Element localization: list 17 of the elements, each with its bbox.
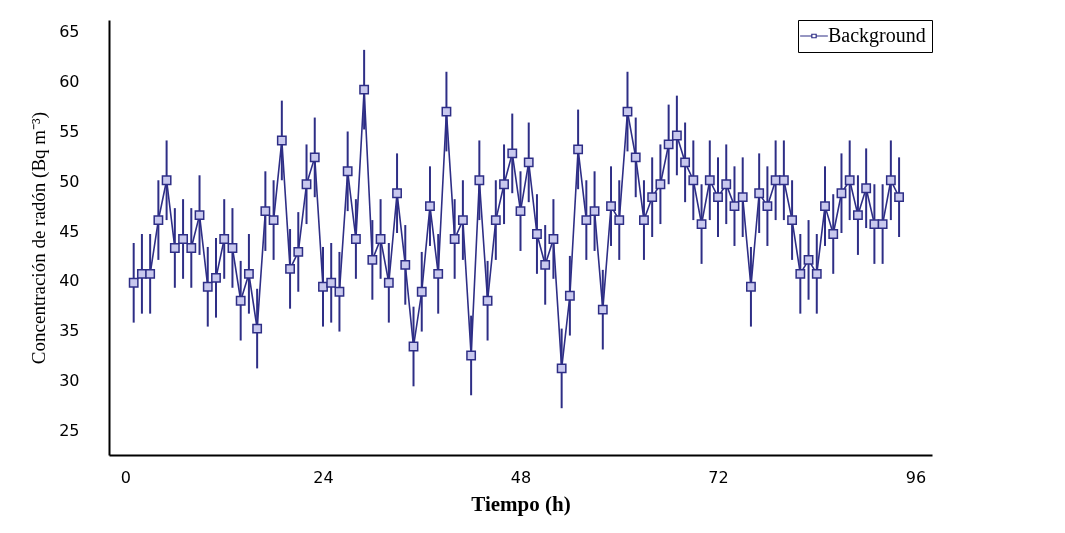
y-tick-label: 50 (59, 171, 80, 191)
y-axis-title: Concentración de radón (Bq m⁻³) (28, 111, 51, 365)
y-tick-label: 35 (59, 321, 80, 341)
x-tick-label: 72 (708, 467, 729, 487)
x-tick-label: 24 (313, 467, 334, 487)
x-axis-title: Tiempo (h) (471, 491, 571, 516)
x-tick-label: 96 (905, 467, 927, 487)
y-tick-label: 30 (59, 370, 80, 390)
x-tick-label: 0 (120, 467, 132, 487)
legend-label: Background (828, 24, 926, 47)
x-tick-label: 48 (510, 467, 532, 487)
y-tick-label: 60 (59, 72, 80, 92)
y-tick-label: 25 (59, 420, 80, 440)
y-tick-label: 40 (59, 271, 80, 291)
y-tick-label: 45 (59, 221, 80, 241)
y-tick-label: 65 (59, 22, 80, 42)
y-tick-label: 55 (59, 121, 80, 141)
